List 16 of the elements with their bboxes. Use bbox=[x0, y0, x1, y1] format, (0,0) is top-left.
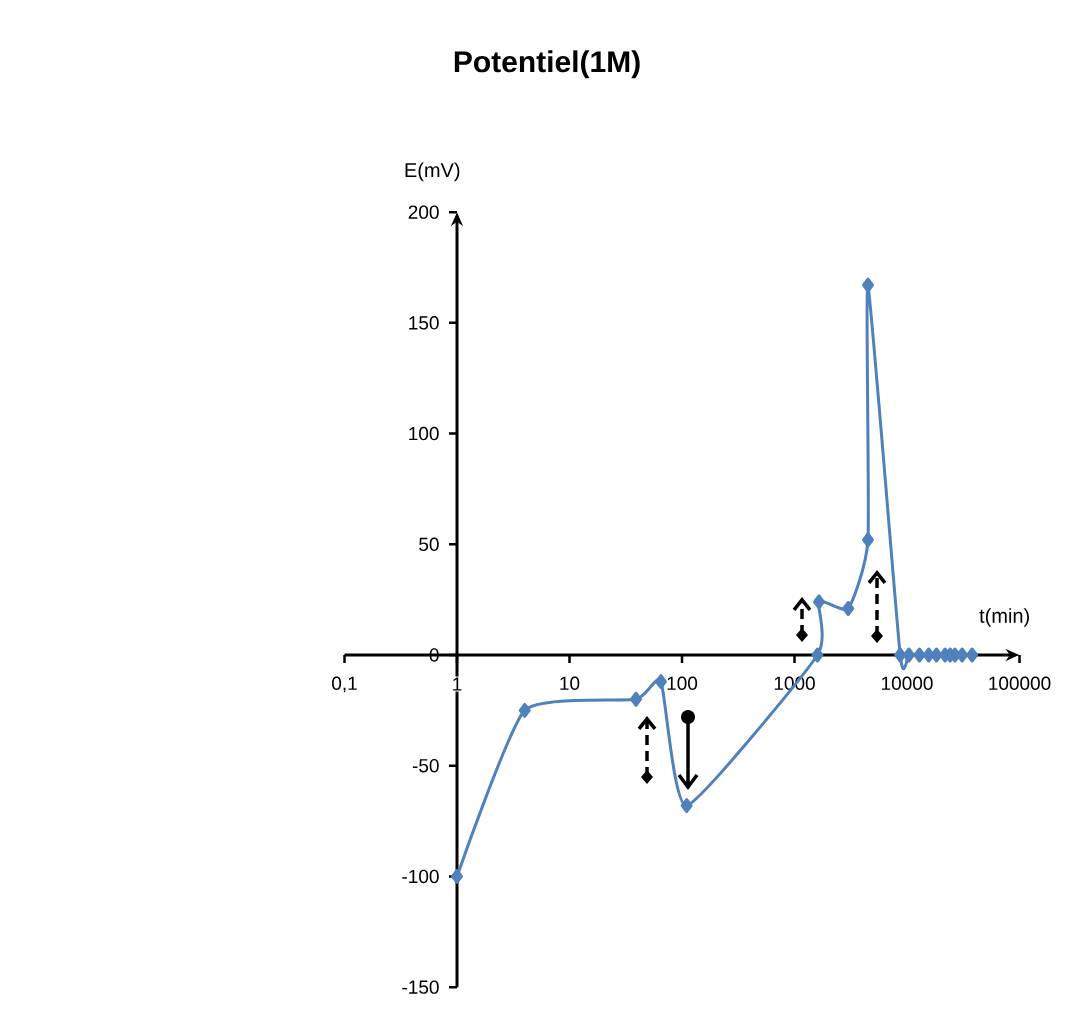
x-tick-label: 100 bbox=[667, 676, 698, 690]
y-axis-title: E(mV) bbox=[405, 162, 460, 182]
x-tick-label: 10000 bbox=[882, 676, 933, 690]
x-axis-title: t(min) bbox=[979, 608, 1029, 627]
x-tick-label: 0,1 bbox=[332, 676, 357, 693]
y-tick-label: 200 bbox=[408, 205, 439, 219]
y-tick-label: -50 bbox=[412, 758, 439, 773]
x-tick-label: 10 bbox=[560, 676, 580, 690]
y-tick-label: 50 bbox=[419, 537, 439, 551]
x-tick-label: 100000 bbox=[989, 676, 1051, 690]
x-tick-label: 1 bbox=[453, 677, 462, 691]
y-tick-label: 150 bbox=[409, 316, 439, 330]
y-tick-label: 100 bbox=[409, 426, 439, 441]
y-tick-label: -150 bbox=[402, 980, 439, 994]
y-tick-label: -100 bbox=[402, 869, 439, 884]
chart-title: Potentiel(1M) bbox=[454, 50, 640, 79]
